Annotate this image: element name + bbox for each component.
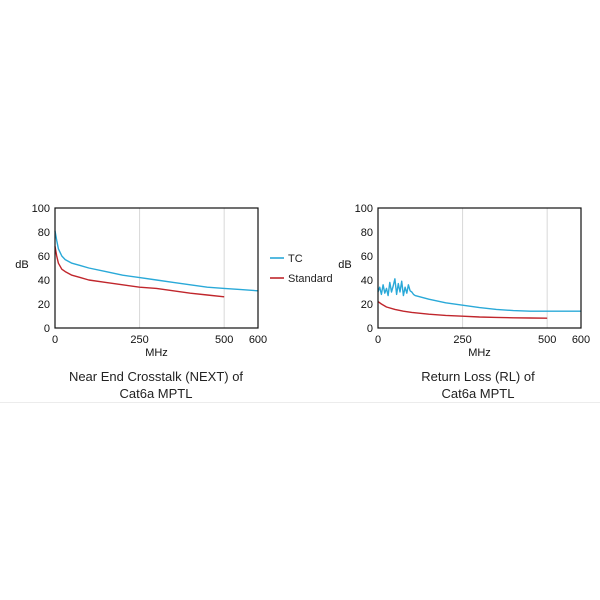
x-tick-label: 600 [249, 334, 267, 346]
x-tick-label: 500 [538, 334, 556, 346]
caption-rl-chart: Return Loss (RL) of Cat6a MPTL [348, 368, 600, 402]
plot-frame [54, 207, 259, 329]
x-axis-label: MHz [468, 347, 491, 359]
plot-frame [377, 207, 582, 329]
legend-label-standard: Standard [288, 273, 333, 285]
series-line-standard [377, 301, 548, 319]
y-tick-label: 60 [38, 251, 50, 263]
chart-rl: 0 20 40 60 80 100 0 250 500 600 MHz dB [338, 203, 590, 359]
caption-next-line1: Near End Crosstalk (NEXT) of [68, 369, 244, 384]
caption-rl-line2: Cat6a MPTL [441, 386, 515, 401]
y-tick-label: 60 [361, 251, 373, 263]
series-line-standard [54, 246, 225, 298]
y-tick-label: 80 [361, 227, 373, 239]
x-tick-label: 250 [453, 334, 471, 346]
y-tick-label: 40 [361, 275, 373, 287]
y-axis-label: dB [338, 259, 351, 271]
y-tick-label: 100 [32, 203, 50, 215]
x-tick-label: 600 [572, 334, 590, 346]
x-tick-label: 250 [130, 334, 148, 346]
y-tick-label: 80 [38, 227, 50, 239]
legend-label-tc: TC [288, 253, 303, 265]
series-line-tc [377, 278, 581, 312]
caption-rl-line1: Return Loss (RL) of [421, 369, 535, 384]
x-axis-label: MHz [145, 347, 168, 359]
y-tick-label: 20 [361, 299, 373, 311]
y-tick-label: 100 [355, 203, 373, 215]
y-tick-label: 0 [44, 323, 50, 335]
x-tick-label: 500 [215, 334, 233, 346]
y-tick-label: 0 [367, 323, 373, 335]
section-divider [0, 402, 600, 403]
series-line-tc [54, 230, 259, 292]
y-tick-label: 20 [38, 299, 50, 311]
x-tick-label: 0 [52, 334, 58, 346]
y-tick-label: 40 [38, 275, 50, 287]
x-tick-label: 0 [375, 334, 381, 346]
caption-next-chart: Near End Crosstalk (NEXT) of Cat6a MPTL [26, 368, 286, 402]
legend: TC Standard [270, 253, 333, 285]
chart-next: 0 20 40 60 80 100 0 250 500 600 MHz dB [15, 203, 267, 359]
y-axis-label: dB [15, 259, 28, 271]
caption-next-line2: Cat6a MPTL [119, 386, 193, 401]
